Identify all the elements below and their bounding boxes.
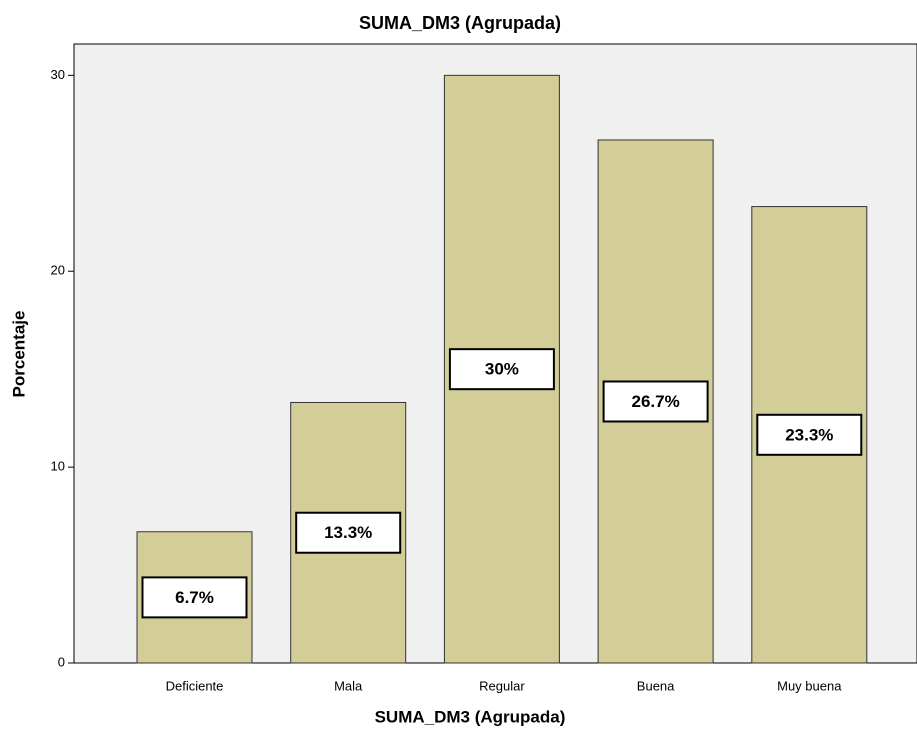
x-tick-label: Muy buena — [777, 678, 842, 693]
value-label-box — [756, 413, 863, 456]
value-label-box — [448, 348, 555, 391]
y-tick-label: 30 — [51, 67, 65, 82]
value-label: 13.3% — [324, 523, 372, 542]
value-label: 6.7% — [175, 588, 214, 607]
x-tick-label: Deficiente — [166, 678, 224, 693]
value-label-box — [295, 511, 402, 554]
y-tick-label: 0 — [58, 654, 65, 669]
y-tick-label: 20 — [51, 263, 65, 278]
x-tick-label: Buena — [637, 678, 675, 693]
value-label-box — [602, 380, 709, 423]
value-label: 30% — [485, 360, 519, 379]
y-axis-title: Porcentaje — [9, 311, 28, 398]
x-tick-label: Regular — [479, 678, 525, 693]
x-tick-label: Mala — [334, 678, 363, 693]
value-label-box — [141, 576, 248, 619]
value-label: 26.7% — [631, 392, 679, 411]
chart-title: SUMA_DM3 (Agrupada) — [359, 13, 561, 33]
value-label: 23.3% — [785, 425, 833, 444]
x-axis-title: SUMA_DM3 (Agrupada) — [375, 707, 566, 726]
y-tick-label: 10 — [51, 459, 65, 474]
